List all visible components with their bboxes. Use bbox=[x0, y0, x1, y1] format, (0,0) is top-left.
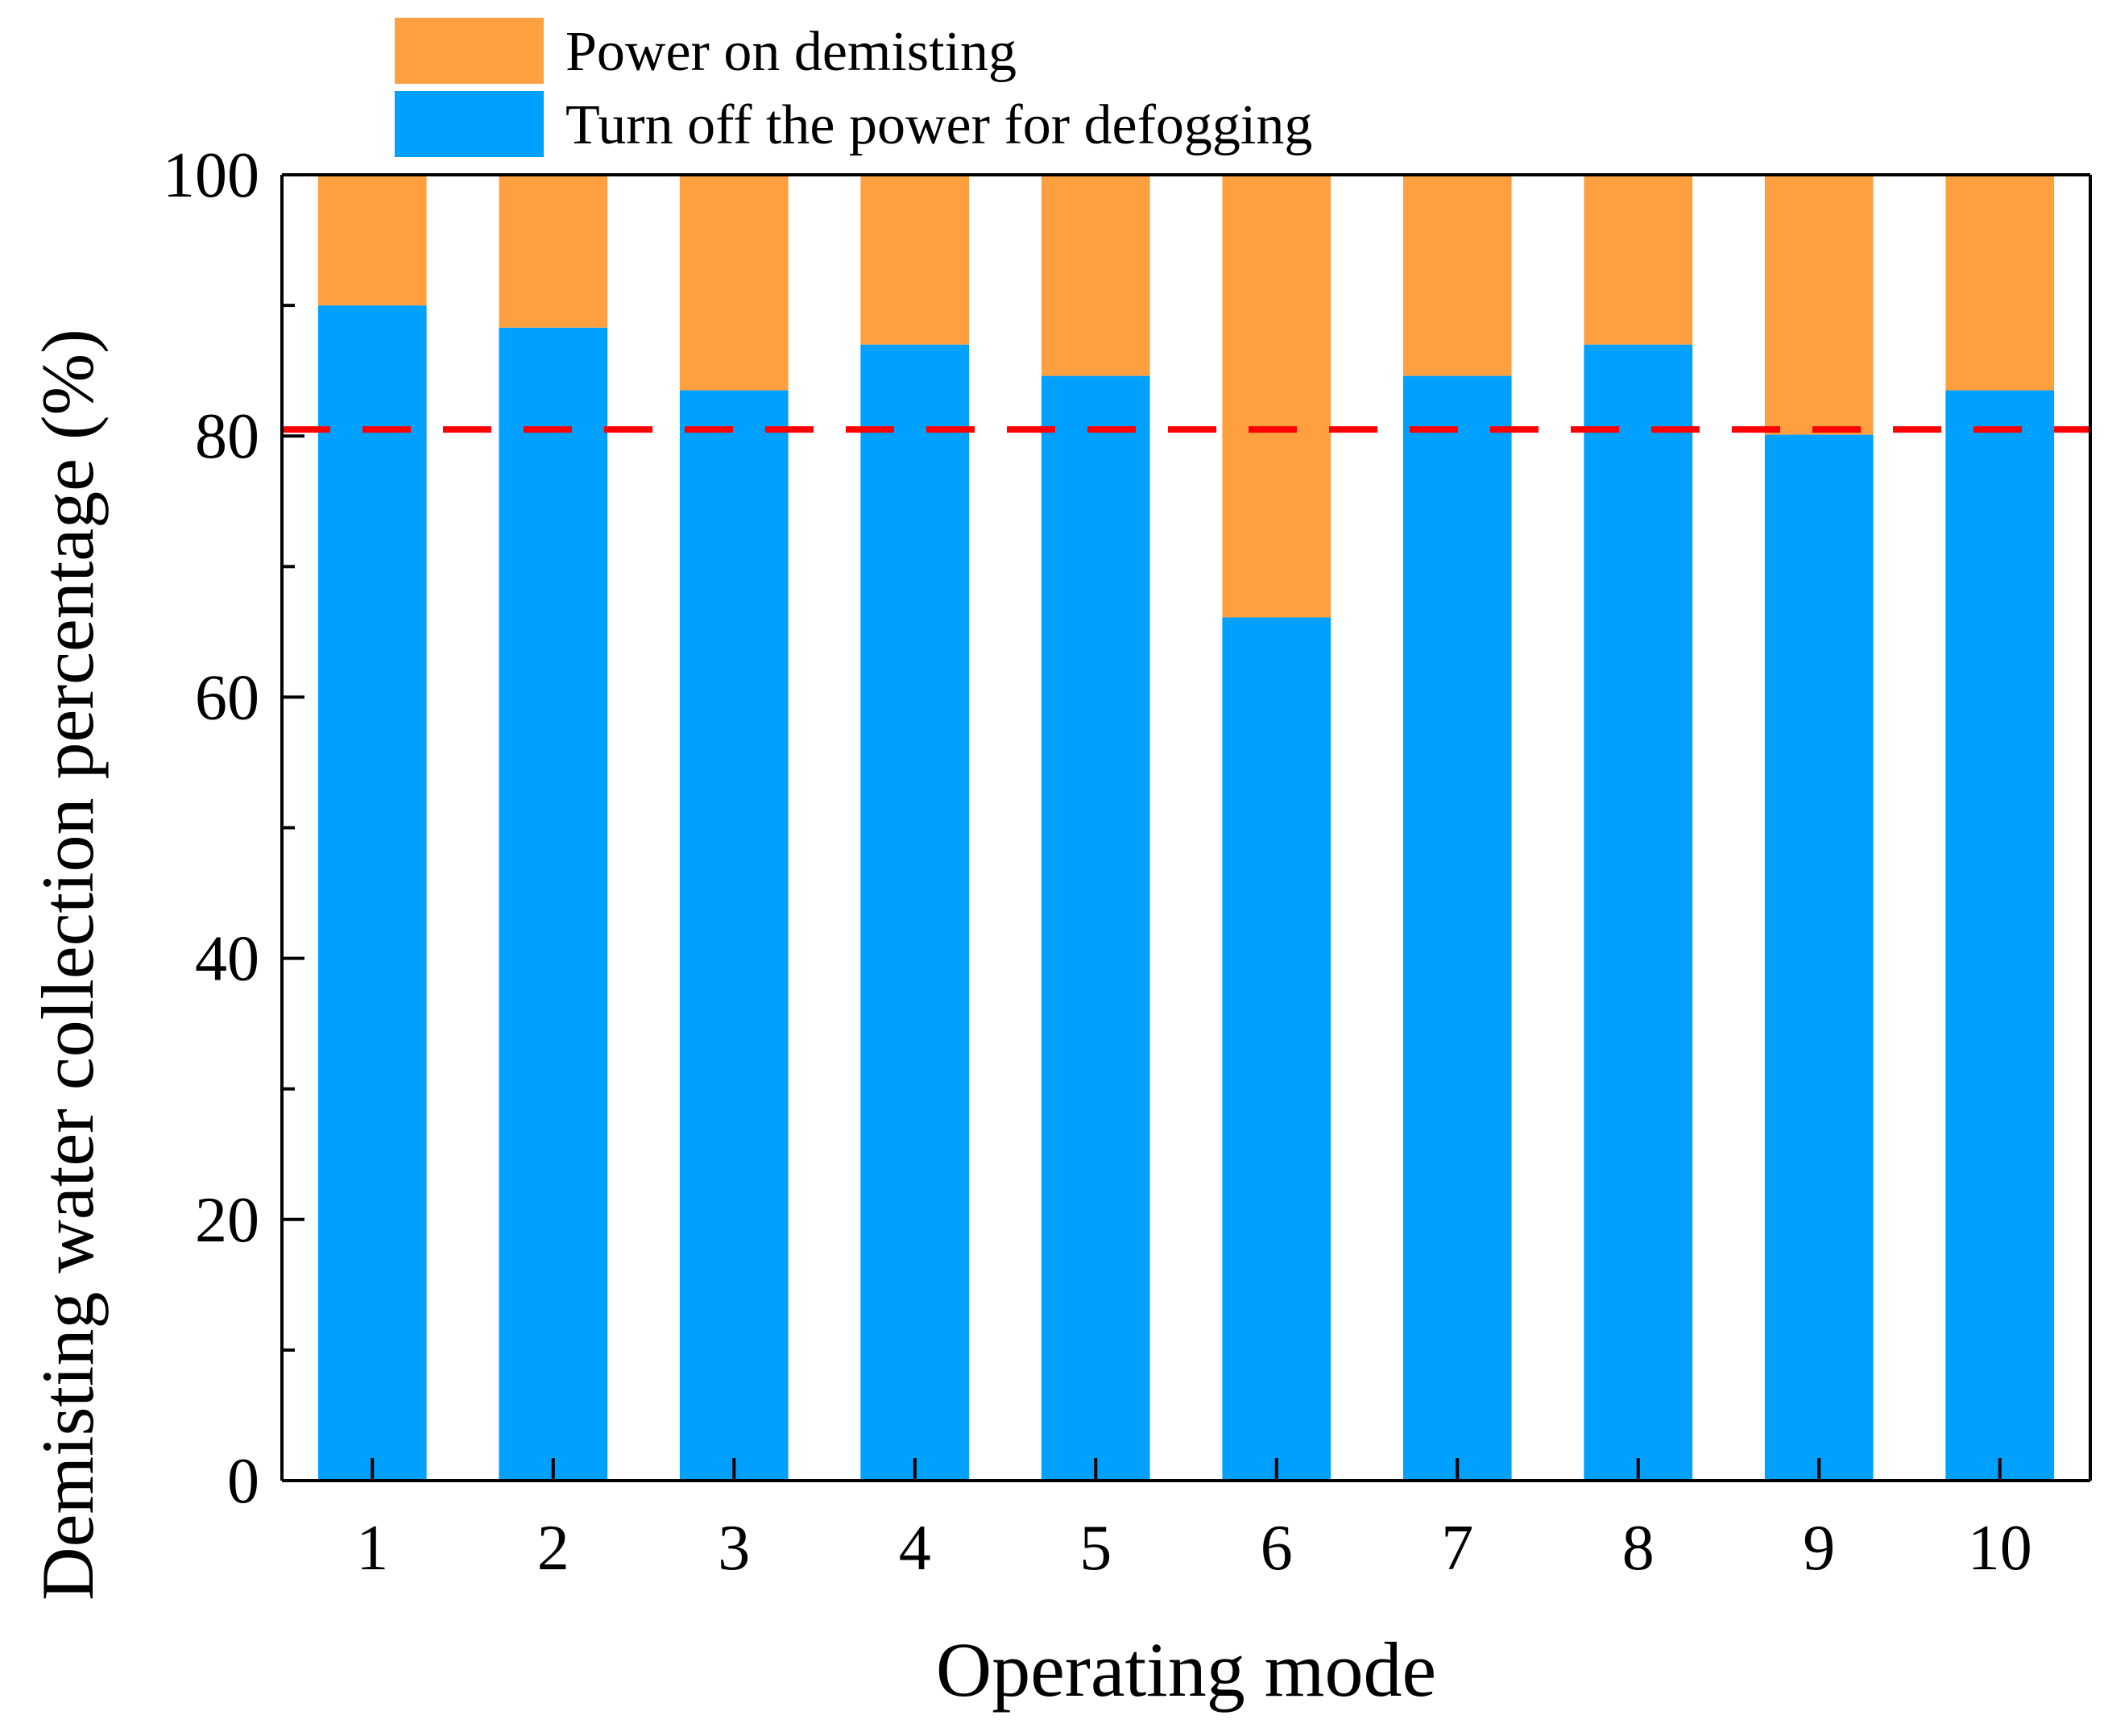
bar-power-on-mode-10 bbox=[1945, 175, 2055, 391]
bar-power-off-mode-10 bbox=[1945, 390, 2055, 1481]
bar-power-off-mode-2 bbox=[499, 327, 608, 1481]
bar-power-on-mode-9 bbox=[1764, 175, 1874, 435]
x-tick-label-4: 4 bbox=[899, 1513, 931, 1584]
bars-layer bbox=[317, 175, 2055, 1481]
bar-power-on-mode-5 bbox=[1041, 175, 1150, 376]
bar-power-off-mode-4 bbox=[860, 344, 970, 1481]
x-ticks: 1 2 3 4 5 6 7 8 9 10 bbox=[356, 1458, 2032, 1584]
bar-power-on-mode-8 bbox=[1584, 175, 1693, 345]
y-tick-label-100: 100 bbox=[163, 140, 259, 211]
legend-label-power-off: Turn off the power for defogging bbox=[565, 94, 1312, 156]
bar-power-on-mode-4 bbox=[860, 175, 970, 345]
y-tick-label-60: 60 bbox=[195, 662, 259, 733]
bar-power-on-mode-6 bbox=[1222, 175, 1331, 618]
legend-swatch-power-off bbox=[395, 91, 544, 157]
bar-power-on-mode-3 bbox=[679, 175, 789, 391]
bar-power-off-mode-8 bbox=[1584, 344, 1693, 1481]
y-tick-label-80: 80 bbox=[195, 401, 259, 472]
x-tick-label-3: 3 bbox=[718, 1513, 750, 1584]
bar-power-on-mode-2 bbox=[499, 175, 608, 328]
bar-power-off-mode-5 bbox=[1041, 375, 1150, 1481]
x-tick-label-7: 7 bbox=[1441, 1513, 1473, 1584]
x-tick-label-9: 9 bbox=[1803, 1513, 1835, 1584]
bar-power-on-mode-7 bbox=[1402, 175, 1512, 376]
bar-power-off-mode-6 bbox=[1222, 617, 1331, 1481]
x-tick-label-8: 8 bbox=[1622, 1513, 1655, 1584]
y-ticks: 0 20 40 60 80 100 bbox=[163, 140, 304, 1517]
legend-label-power-on: Power on demisting bbox=[565, 21, 1017, 83]
x-tick-label-10: 10 bbox=[1968, 1513, 2032, 1584]
y-tick-label-40: 40 bbox=[195, 924, 259, 995]
legend: Power on demisting Turn off the power fo… bbox=[395, 18, 1312, 157]
x-axis-label: Operating mode bbox=[936, 1626, 1436, 1713]
bar-power-off-mode-3 bbox=[679, 390, 789, 1481]
bar-power-on-mode-1 bbox=[317, 175, 427, 306]
legend-swatch-power-on bbox=[395, 18, 544, 84]
x-tick-label-1: 1 bbox=[356, 1513, 388, 1584]
bar-power-off-mode-9 bbox=[1764, 434, 1874, 1481]
bar-power-off-mode-7 bbox=[1402, 375, 1512, 1481]
y-tick-label-0: 0 bbox=[227, 1446, 259, 1517]
y-tick-label-20: 20 bbox=[195, 1185, 259, 1256]
bar-power-off-mode-1 bbox=[317, 305, 427, 1481]
x-tick-label-5: 5 bbox=[1079, 1513, 1112, 1584]
y-axis-label: Demisting water collection percentage (%… bbox=[27, 329, 109, 1601]
x-tick-label-2: 2 bbox=[537, 1513, 569, 1584]
x-tick-label-6: 6 bbox=[1261, 1513, 1293, 1584]
